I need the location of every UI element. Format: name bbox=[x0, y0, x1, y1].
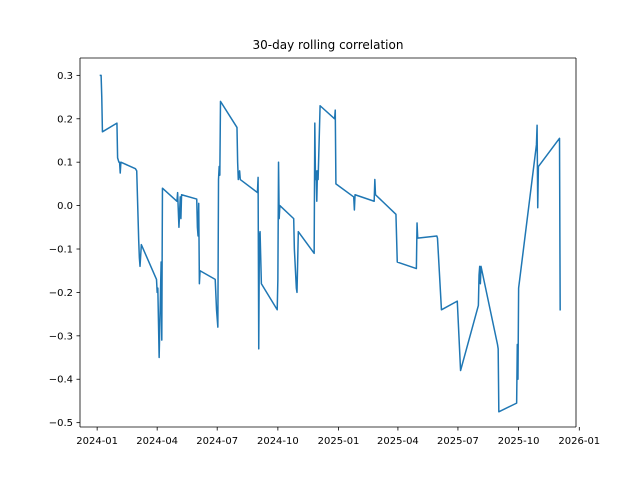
y-tick-label: 0.1 bbox=[57, 158, 73, 169]
x-tick-label: 2024-10 bbox=[257, 436, 299, 447]
y-tick-label: 0.3 bbox=[57, 71, 73, 82]
y-tick-label: 0.2 bbox=[57, 114, 73, 125]
y-tick-label: −0.5 bbox=[49, 418, 73, 429]
y-tick-label: 0.0 bbox=[57, 201, 73, 212]
y-tick-label: −0.1 bbox=[49, 245, 73, 256]
x-tick-label: 2026-01 bbox=[558, 436, 600, 447]
x-tick-label: 2024-04 bbox=[136, 436, 178, 447]
x-tick-label: 2024-07 bbox=[196, 436, 238, 447]
y-tick-label: −0.3 bbox=[49, 331, 73, 342]
x-tick-label: 2024-01 bbox=[76, 436, 118, 447]
x-tick-label: 2025-10 bbox=[498, 436, 540, 447]
x-tick-label: 2025-07 bbox=[437, 436, 479, 447]
y-tick-label: −0.2 bbox=[49, 288, 73, 299]
x-tick-label: 2025-01 bbox=[318, 436, 360, 447]
y-tick-label: −0.4 bbox=[49, 375, 73, 386]
chart-title: 30-day rolling correlation bbox=[253, 38, 404, 52]
x-tick-label: 2025-04 bbox=[377, 436, 419, 447]
series-line-0 bbox=[99, 74, 561, 413]
